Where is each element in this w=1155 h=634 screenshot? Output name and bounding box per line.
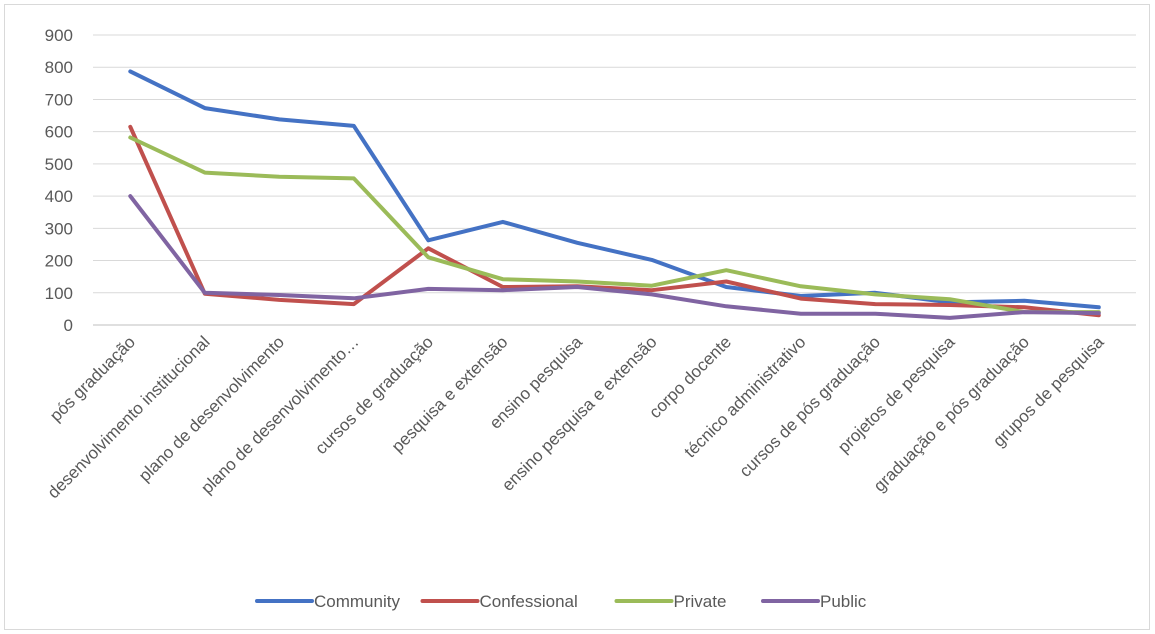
series-line-private — [128, 135, 1101, 315]
legend-item-private: Private — [614, 592, 727, 611]
y-tick-label: 200 — [45, 252, 73, 271]
chart-frame: 0 100 200 300 400 500 600 700 800 900 pós graduaç… — [4, 4, 1150, 630]
series-line-public — [128, 194, 1101, 320]
line-chart: 0 100 200 300 400 500 600 700 800 900 pós graduaç… — [44, 26, 1136, 611]
y-tick-label: 500 — [45, 155, 73, 174]
x-tick-label: ensino pesquisa e extensão — [498, 332, 660, 494]
series-lines — [128, 69, 1101, 320]
series-line-community — [128, 69, 1101, 310]
legend-label: Community — [314, 592, 400, 611]
x-tick-label: cursos de pós graduação — [736, 332, 884, 480]
x-tick-label: técnico administrativo — [681, 332, 810, 461]
y-tick-label: 100 — [45, 284, 73, 303]
y-tick-label: 800 — [45, 58, 73, 77]
y-tick-label: 400 — [45, 187, 73, 206]
legend-item-community: Community — [255, 592, 400, 611]
y-tick-label: 900 — [45, 26, 73, 45]
legend-label: Public — [820, 592, 867, 611]
x-tick-label: desenvolvimento institucional — [44, 332, 214, 502]
x-tick-label: plano de desenvolvimento — [135, 332, 288, 485]
y-tick-label: 300 — [45, 219, 73, 238]
gridlines — [93, 34, 1136, 326]
legend-label: Confessional — [480, 592, 578, 611]
x-tick-label: graduação e pós graduação — [870, 332, 1033, 495]
x-tick-label: plano de desenvolvimento… — [197, 332, 362, 497]
legend-item-confessional: Confessional — [420, 592, 578, 611]
y-axis-ticks: 0 100 200 300 400 500 600 700 800 900 — [45, 26, 73, 335]
legend-label: Private — [674, 592, 727, 611]
y-tick-label: 700 — [45, 90, 73, 109]
legend: Community Confessional Private Public — [255, 592, 867, 611]
y-tick-label: 600 — [45, 123, 73, 142]
series-line-confessional — [128, 124, 1101, 318]
legend-item-public: Public — [761, 592, 867, 611]
y-tick-label: 0 — [64, 316, 73, 335]
